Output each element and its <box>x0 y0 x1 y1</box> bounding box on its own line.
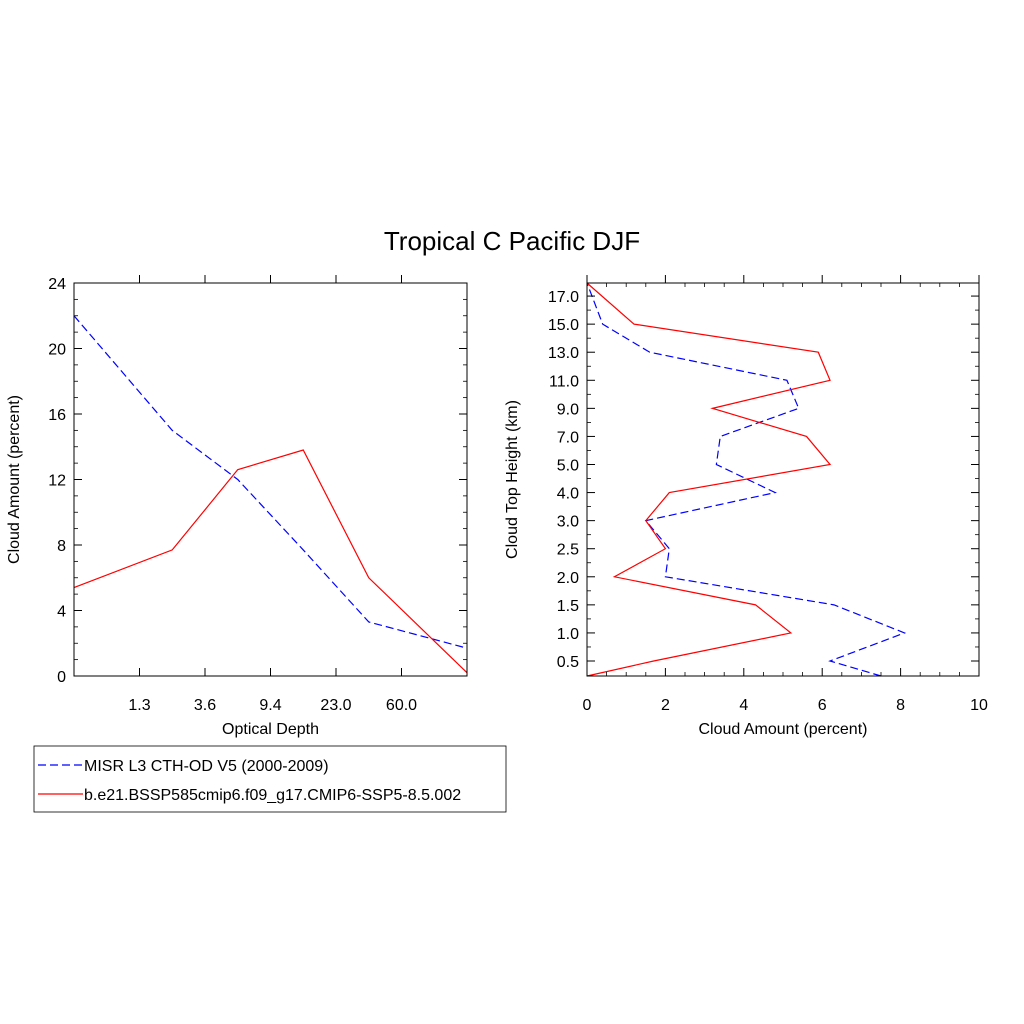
right-x-tick-label: 8 <box>896 697 905 714</box>
right-y-axis-title: Cloud Top Height (km) <box>504 400 521 559</box>
right-series-misr-l3-cth-od-v5-2000-2 <box>586 282 907 677</box>
right-y-tick-label: 9.0 <box>557 401 579 418</box>
right-y-tick-label: 15.0 <box>548 317 579 334</box>
legend-label-misr: MISR L3 CTH-OD V5 (2000-2009) <box>84 758 329 775</box>
right-series-b-e21-bssp585cmip6-f09-g <box>586 282 832 677</box>
left-y-tick-label: 8 <box>57 538 66 555</box>
right-y-tick-label: 2.0 <box>557 570 579 587</box>
left-x-tick-label: 3.6 <box>194 697 216 714</box>
right-y-tick-label: 3.0 <box>557 514 579 531</box>
left-y-tick-label: 12 <box>48 473 66 490</box>
right-x-axis-title: Cloud Amount (percent) <box>699 721 868 738</box>
legend: MISR L3 CTH-OD V5 (2000-2009) b.e21.BSSP… <box>33 745 507 813</box>
legend-box <box>33 745 507 813</box>
right-y-tick-label: 13.0 <box>548 345 579 362</box>
right-y-tick-label: 17.0 <box>548 289 579 306</box>
right-y-tick-label: 11.0 <box>549 373 579 390</box>
right-x-tick-label: 6 <box>818 697 827 714</box>
right-y-tick-label: 1.0 <box>557 626 579 643</box>
right-plot-frame <box>586 282 980 677</box>
left-x-tick-label: 1.3 <box>128 697 150 714</box>
right-y-tick-label: 2.5 <box>557 542 579 559</box>
right-x-tick-label: 2 <box>661 697 670 714</box>
right-y-tick-label: 0.5 <box>557 654 579 671</box>
left-y-axis-title: Cloud Amount (percent) <box>6 395 23 564</box>
cloud-top-height-panel: 0 2 4 6 8 10 0.5 1.0 1.5 2.0 2.5 3.0 4.0 5.0 7.0 9.0 11.… <box>504 275 988 738</box>
left-x-tick-label: 23.0 <box>320 697 351 714</box>
right-x-tick-label: 0 <box>583 697 592 714</box>
left-x-axis-title: Optical Depth <box>222 721 319 738</box>
right-y-tick-label: 1.5 <box>557 598 579 615</box>
left-series-misr-l3-cth-od-v5-2000-2 <box>73 315 468 649</box>
left-series-b-e21-bssp585cmip6-f09-g <box>73 449 468 674</box>
chart-title: Tropical C Pacific DJF <box>384 226 640 256</box>
left-y-tick-label: 0 <box>57 669 66 686</box>
legend-label-cesm: b.e21.BSSP585cmip6.f09_g17.CMIP6-SSP5-8.… <box>84 787 461 804</box>
right-y-tick-label: 5.0 <box>557 458 579 475</box>
left-y-tick-label: 20 <box>48 342 66 359</box>
optical-depth-panel: 0 4 8 12 16 20 24 1.3 3.6 9.4 23.0 60.0 Optical Dep… <box>6 275 468 738</box>
left-x-tick-label: 60.0 <box>386 697 417 714</box>
right-y-tick-label: 4.0 <box>557 486 579 503</box>
right-x-tick-label: 4 <box>739 697 748 714</box>
left-y-tick-label: 16 <box>48 407 66 424</box>
left-y-tick-label: 4 <box>57 604 66 621</box>
left-y-tick-label: 24 <box>48 276 66 293</box>
left-x-tick-label: 9.4 <box>259 697 281 714</box>
right-y-tick-label: 7.0 <box>557 429 579 446</box>
left-plot-frame <box>73 282 468 677</box>
right-x-tick-label: 10 <box>970 697 988 714</box>
